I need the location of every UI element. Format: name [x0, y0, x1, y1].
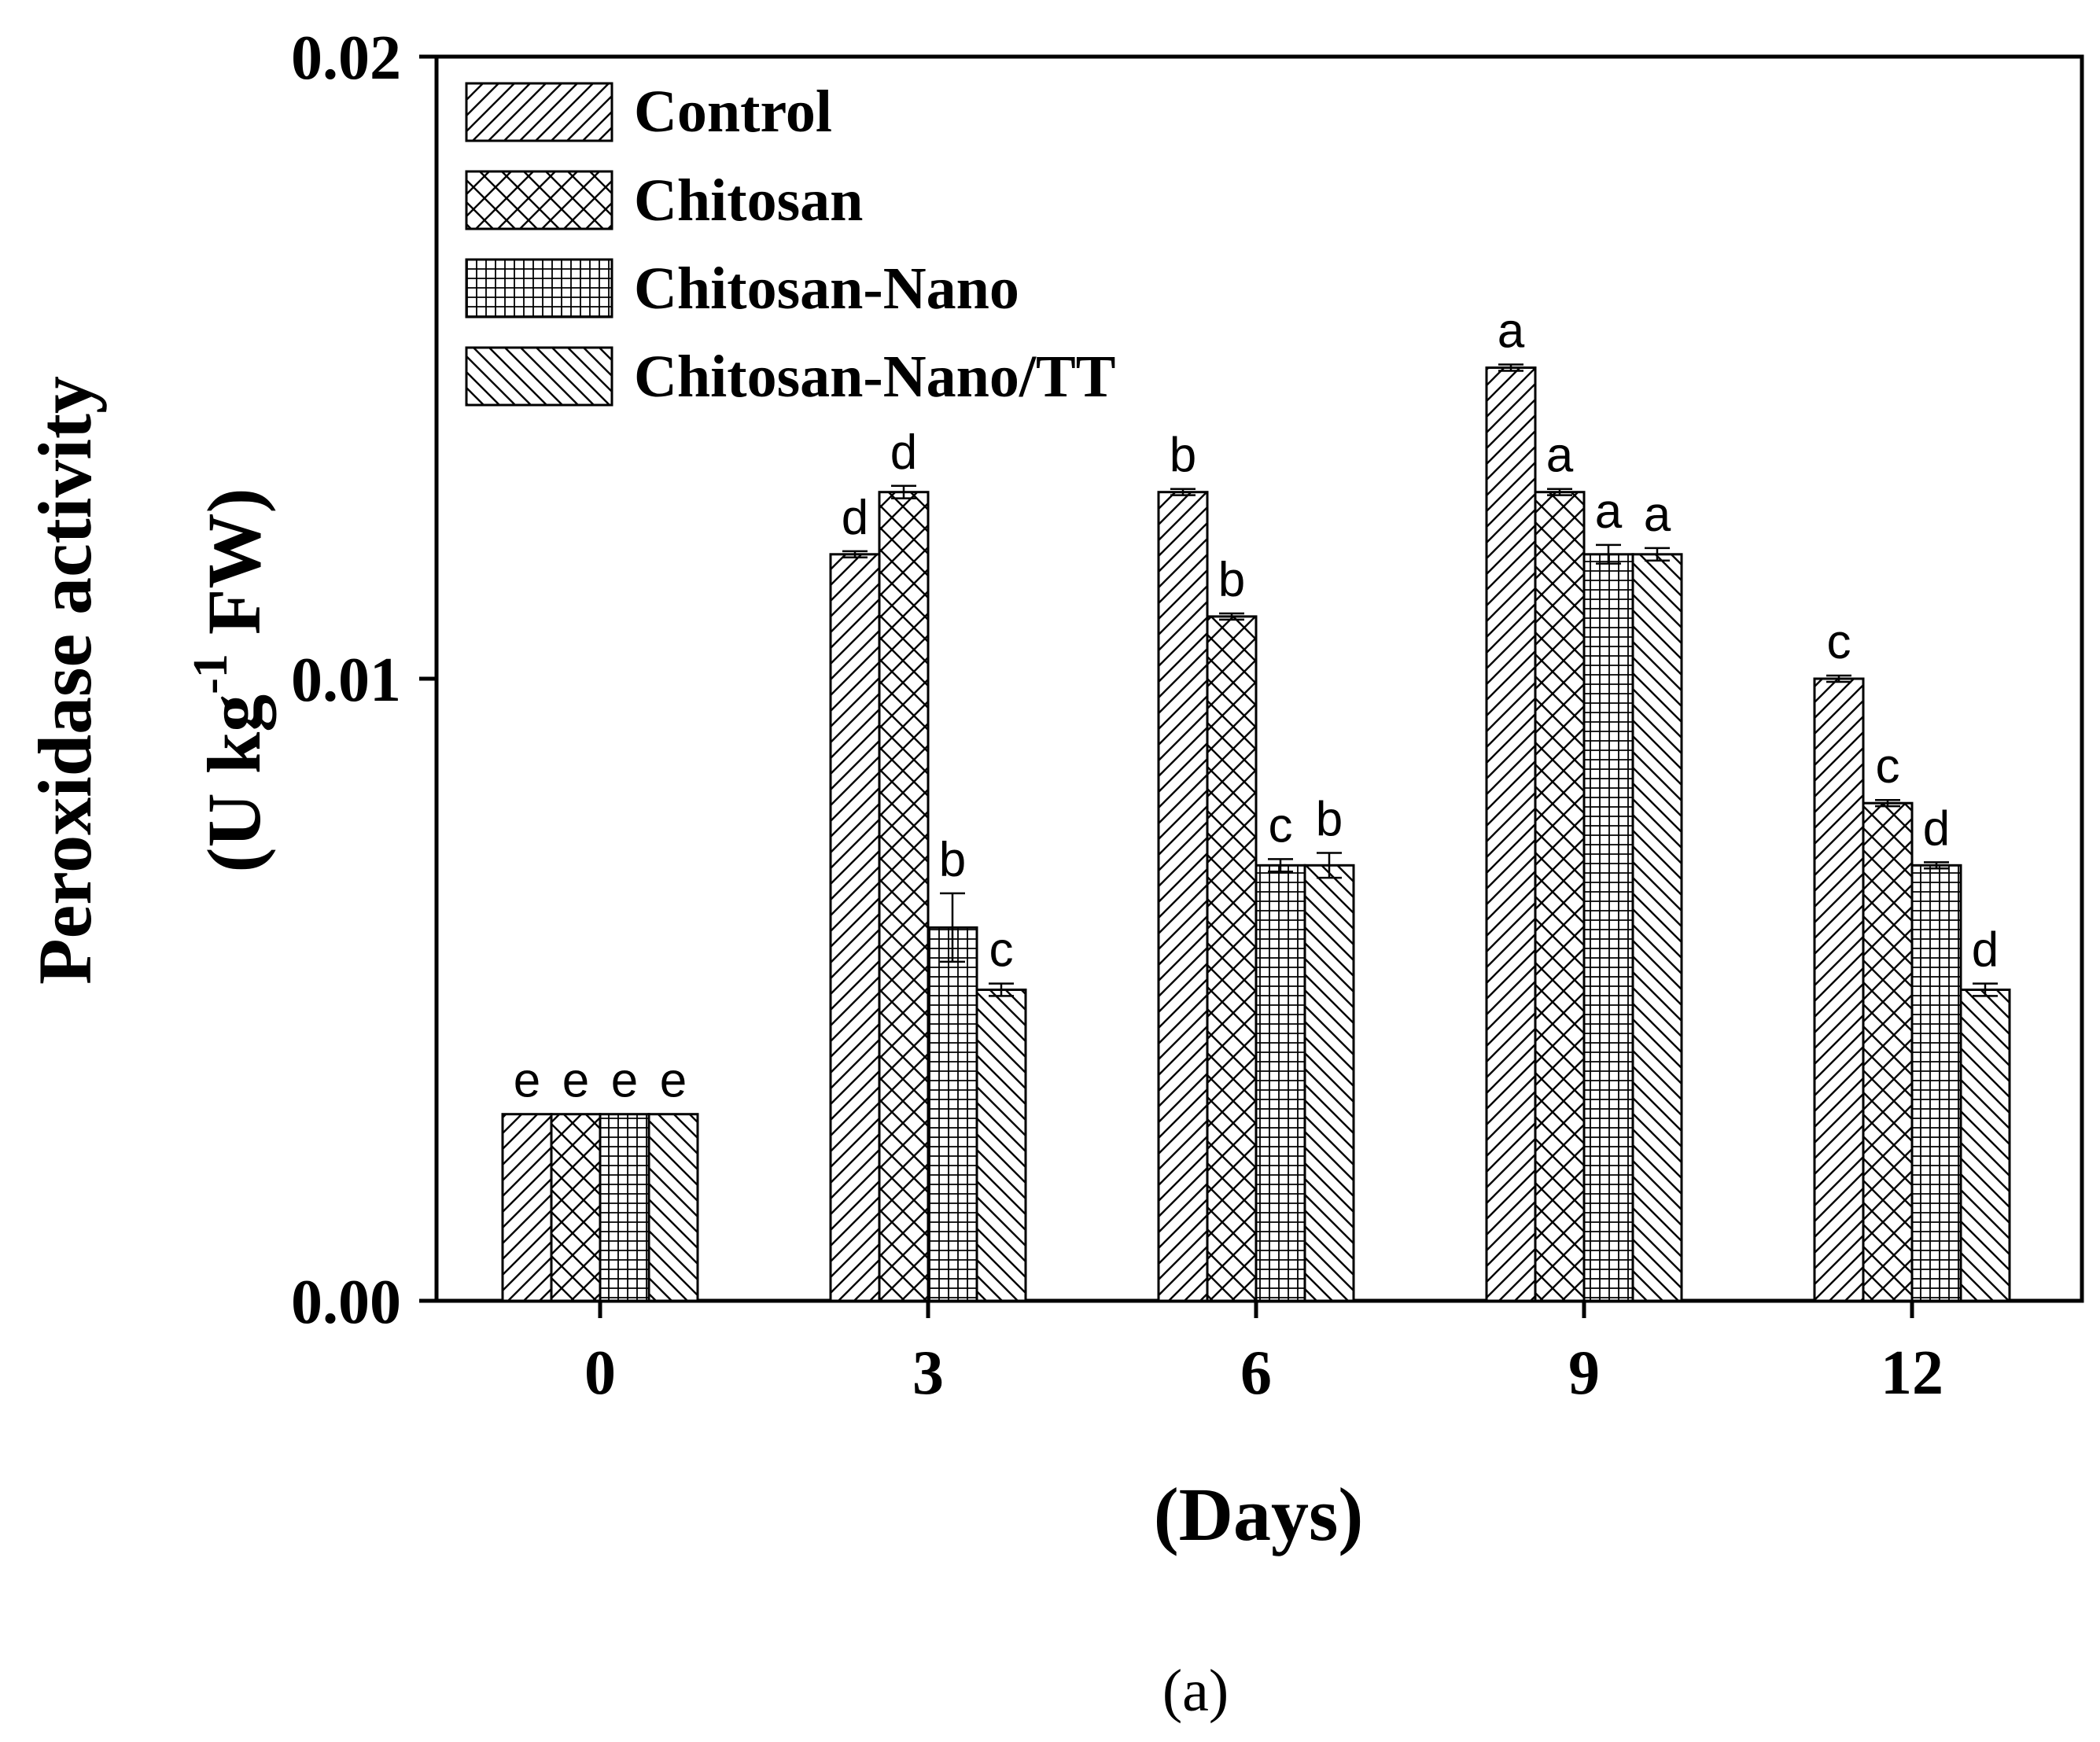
x-tick-label: 3: [912, 1339, 944, 1408]
y-axis-units-prefix: (U kg: [192, 694, 276, 873]
axis-ticks-layer: 0 3 6 9 12 0.00 0.01 0.02: [291, 24, 1943, 1408]
error-bar: [1317, 852, 1342, 879]
error-bar: [1596, 543, 1621, 565]
significance-letter: e: [514, 1054, 540, 1108]
y-axis-units-text: (U kg-1 FW): [184, 488, 276, 873]
significance-letter: e: [562, 1054, 589, 1108]
y-tick-label: 0.02: [291, 24, 401, 93]
legend-swatch-chitosan: [465, 170, 613, 230]
bar-chitosan-nano-day-6: [1254, 864, 1306, 1302]
significance-letter: c: [1827, 615, 1851, 669]
significance-letter: a: [1595, 484, 1623, 539]
bar-control-day-6: [1157, 491, 1209, 1302]
x-tick-label: 9: [1568, 1339, 1600, 1408]
y-tick-label: 0.01: [291, 646, 401, 715]
bar-chitosan-day-6: [1206, 615, 1258, 1302]
error-bar: [1826, 674, 1851, 683]
bar-chitosan-nano-day-12: [1910, 864, 1962, 1302]
bar-chitosan-day-0: [550, 1113, 602, 1302]
legend-label-chitosan-nano-tt: Chitosan-Nano/TT: [634, 344, 1115, 410]
y-axis-label-units: (U kg-1 FW): [184, 488, 276, 873]
x-tick-label: 6: [1240, 1339, 1272, 1408]
bar-chitosan-nano-day-9: [1582, 553, 1634, 1302]
significance-letter: c: [1876, 739, 1900, 794]
bars-layer: [501, 366, 2011, 1302]
error-bar: [842, 550, 868, 559]
error-bar: [1547, 488, 1572, 496]
legend-label-chitosan-nano: Chitosan-Nano: [634, 256, 1019, 322]
y-axis-label-line1: Peroxidase activity: [23, 376, 107, 985]
legend-label-control: Control: [634, 79, 832, 145]
x-tick-label: 12: [1881, 1339, 1943, 1408]
error-bar: [1973, 982, 1998, 997]
error-bars-layer: [842, 363, 1998, 997]
y-axis-units-sup: -1: [184, 654, 238, 694]
bar-chitosan-nano-tt-day-12: [1959, 989, 2011, 1302]
error-bar: [1924, 861, 1949, 870]
bar-chitosan-day-9: [1534, 491, 1586, 1302]
legend-swatch-chitosan-nano-tt: [465, 346, 613, 407]
significance-letter: c: [1269, 798, 1293, 853]
bar-chitosan-day-3: [878, 491, 930, 1302]
bar-chitosan-nano-tt-day-6: [1303, 864, 1355, 1302]
significance-letter: a: [1546, 429, 1574, 483]
error-bar: [989, 982, 1014, 997]
bar-chitosan-day-12: [1862, 801, 1914, 1302]
error-bar: [1875, 798, 1900, 808]
x-axis-label: (Days): [1154, 1472, 1364, 1556]
legend: Control Chitosan Chitosan-Nano Chitosan-…: [465, 79, 1115, 410]
error-bar: [940, 892, 965, 963]
error-bar: [891, 484, 916, 499]
error-bar: [1498, 363, 1523, 372]
significance-letter: d: [890, 425, 917, 480]
error-bar: [1645, 547, 1670, 562]
significance-letter: b: [1316, 792, 1343, 846]
bar-control-day-0: [501, 1113, 553, 1302]
y-axis-label: Peroxidase activity: [23, 376, 107, 985]
legend-label-chitosan: Chitosan: [634, 168, 863, 234]
y-axis-units-suffix: FW): [192, 488, 276, 654]
y-tick-label: 0.00: [291, 1268, 401, 1337]
error-bar: [1268, 858, 1293, 873]
bar-control-day-3: [829, 553, 881, 1302]
panel-label: (a): [1162, 1658, 1229, 1724]
significance-letter: d: [1923, 801, 1950, 856]
significance-letter: e: [611, 1054, 638, 1108]
significance-letter: e: [660, 1054, 687, 1108]
bar-chitosan-nano-day-3: [927, 926, 978, 1302]
bar-chitosan-nano-tt-day-0: [647, 1113, 699, 1302]
error-bar: [1219, 612, 1244, 621]
significance-letter: d: [1972, 923, 1999, 978]
bar-chitosan-nano-tt-day-9: [1631, 553, 1683, 1302]
x-tick-label: 0: [584, 1339, 616, 1408]
significance-letter: d: [842, 491, 868, 545]
bar-control-day-12: [1813, 677, 1865, 1302]
bar-chitosan-nano-day-0: [599, 1113, 650, 1302]
significance-letter: a: [1498, 304, 1525, 359]
error-bar: [1170, 488, 1196, 496]
significance-letter: b: [1218, 553, 1245, 607]
bar-control-day-9: [1485, 366, 1537, 1302]
legend-swatch-chitosan-nano: [465, 258, 613, 319]
bar-chitosan-nano-tt-day-3: [975, 989, 1027, 1302]
significance-letter: b: [1170, 429, 1196, 483]
significance-letter: a: [1644, 488, 1671, 542]
significance-letter: c: [989, 923, 1014, 978]
significance-letter: b: [939, 833, 966, 887]
legend-swatch-control: [465, 82, 613, 142]
